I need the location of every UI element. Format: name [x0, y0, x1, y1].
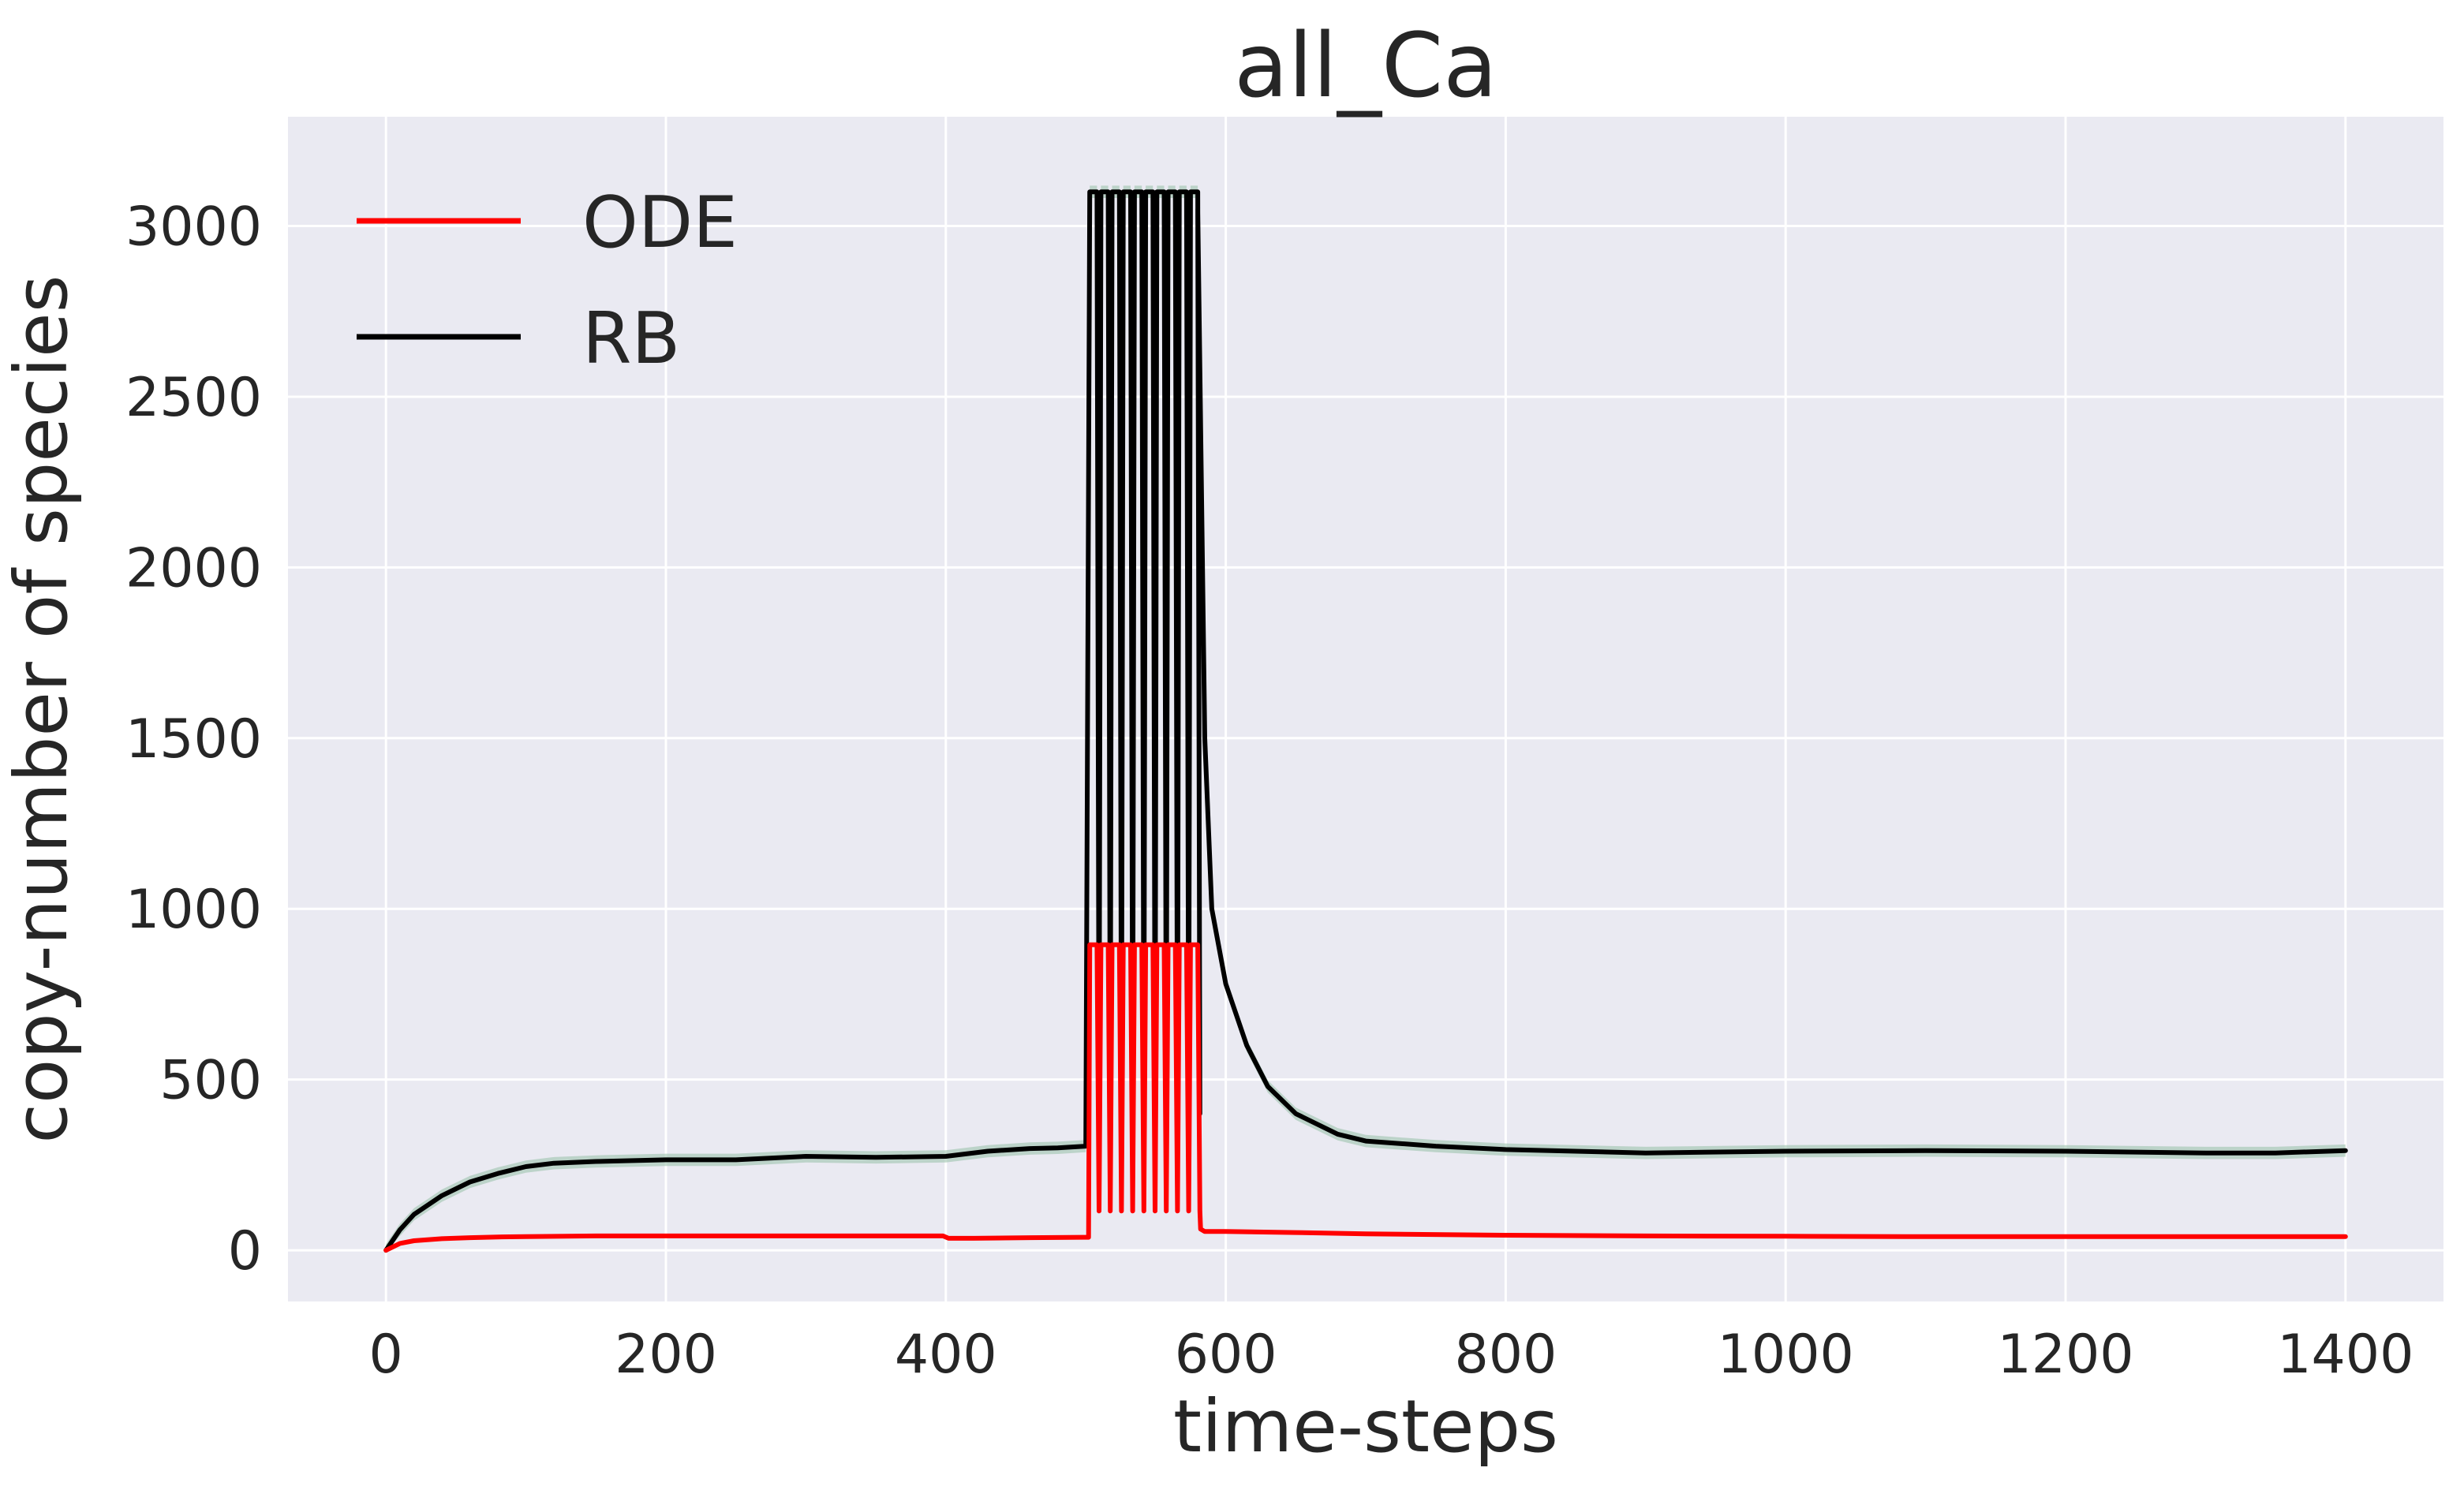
y-ticks: 0 500 1000 1500 2000 2500 3000 [125, 196, 262, 1283]
y-tick-label: 2500 [125, 367, 262, 429]
y-tick-label: 500 [159, 1050, 262, 1112]
plot-background [288, 117, 2443, 1301]
series-line-ode [383, 942, 2348, 1253]
y-tick-label: 1500 [125, 708, 262, 771]
y-axis-label: copy-number of species [0, 274, 84, 1143]
x-tick-label: 1000 [1718, 1324, 1854, 1386]
x-tick-label: 200 [615, 1324, 717, 1386]
series-line-rb [383, 189, 2348, 1253]
x-ticks: 0 200 400 600 800 1000 1200 1400 [369, 1324, 2414, 1386]
x-tick-label: 1200 [1997, 1324, 2133, 1386]
series-layer [383, 185, 2348, 1253]
legend-label-rb: RB [582, 297, 680, 380]
x-tick-label: 600 [1175, 1324, 1277, 1386]
legend: ODE RB [357, 181, 738, 380]
x-tick-label: 800 [1455, 1324, 1557, 1386]
chart-title: all_Ca [1234, 15, 1497, 118]
y-tick-label: 3000 [125, 196, 262, 259]
x-tick-label: 0 [369, 1324, 403, 1386]
x-axis-label: time-steps [1173, 1384, 1558, 1469]
x-tick-label: 400 [895, 1324, 997, 1386]
legend-label-ode: ODE [582, 181, 738, 264]
x-tick-label: 1400 [2277, 1324, 2414, 1386]
y-tick-label: 0 [228, 1220, 262, 1283]
y-tick-label: 2000 [125, 537, 262, 599]
grid [288, 117, 2443, 1301]
y-tick-label: 1000 [125, 879, 262, 941]
